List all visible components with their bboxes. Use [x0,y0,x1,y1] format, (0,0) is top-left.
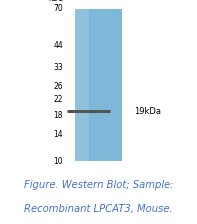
Text: Figure. Western Blot; Sample:: Figure. Western Blot; Sample: [24,180,173,190]
Text: 18: 18 [54,111,63,120]
Bar [75,9,89,161]
Text: 22: 22 [54,95,63,104]
Text: kDa: kDa [48,0,63,3]
Text: 10: 10 [53,157,63,166]
Text: 70: 70 [53,4,63,13]
Text: 33: 33 [53,63,63,72]
Text: 14: 14 [53,130,63,140]
Text: Recombinant LPCAT3, Mouse.: Recombinant LPCAT3, Mouse. [24,205,173,214]
Text: 26: 26 [53,82,63,91]
Text: 44: 44 [53,41,63,50]
Text: 19kDa: 19kDa [134,107,161,116]
